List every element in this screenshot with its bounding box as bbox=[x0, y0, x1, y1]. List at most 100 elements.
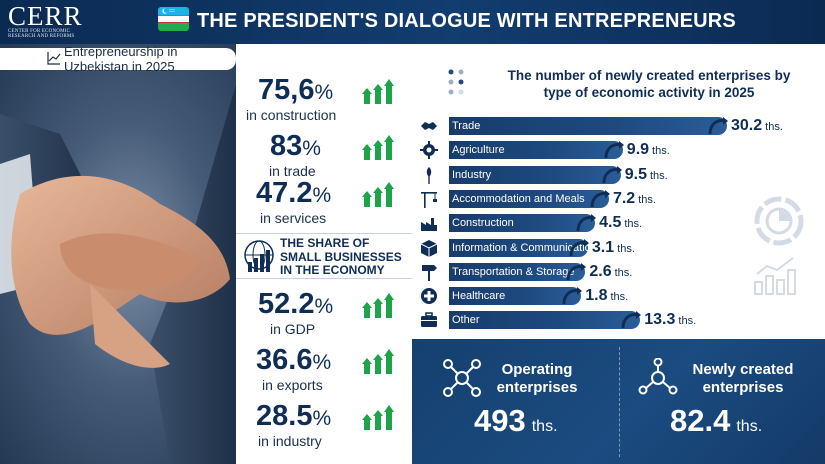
subtitle-text: Entrepreneurship in Uzbekistan in 2025 bbox=[64, 44, 178, 74]
bar-row: Other 13.3 ths. bbox=[412, 310, 825, 330]
bar bbox=[449, 141, 623, 160]
stat-services: 47.2% in services bbox=[236, 177, 412, 233]
curved-arrow-icon bbox=[604, 141, 624, 159]
stat-label: in GDP bbox=[270, 321, 316, 337]
wheat-icon bbox=[426, 166, 432, 184]
briefcase-icon bbox=[421, 312, 437, 328]
dots-icon bbox=[448, 69, 464, 95]
bar-row: Trade 30.2 ths. bbox=[412, 116, 825, 136]
growth-arrows-icon bbox=[362, 135, 394, 160]
bar-row: Accommodation and Meals 7.2 ths. bbox=[412, 189, 825, 209]
bar-category-label: Information & Communication bbox=[452, 241, 597, 254]
bar bbox=[449, 311, 641, 330]
share-title: THE SHARE OF SMALL BUSINESSES IN THE ECO… bbox=[280, 236, 402, 277]
bar-row: Transportation & Storage 2.6 ths. bbox=[412, 262, 825, 282]
bar-category-label: Trade bbox=[452, 120, 481, 132]
bar-row: Industry 9.5 ths. bbox=[412, 165, 825, 185]
bar-row: Healthcare 1.8 ths. bbox=[412, 286, 825, 306]
bar-category-label: Agriculture bbox=[452, 144, 505, 157]
factory-icon bbox=[421, 218, 437, 232]
bar-chart-globe-icon bbox=[244, 240, 274, 272]
bar-value-label: 2.6 ths. bbox=[589, 262, 633, 280]
stat-label: in trade bbox=[269, 163, 316, 179]
bar bbox=[449, 214, 596, 233]
new-value: 82.4 ths. bbox=[670, 403, 763, 438]
growth-arrows-icon bbox=[362, 79, 394, 104]
stat-value: 75,6% bbox=[258, 74, 334, 106]
chart-title: The number of newly created enterprises … bbox=[507, 68, 791, 100]
stat-value: 83% bbox=[270, 130, 321, 162]
curved-arrow-icon bbox=[562, 287, 583, 305]
curved-arrow-icon bbox=[708, 117, 728, 135]
growth-arrows-icon bbox=[362, 349, 394, 374]
network-icon bbox=[443, 359, 481, 397]
bar bbox=[449, 287, 582, 306]
cerr-logo: CERR CENTER FOR ECONOMIC RESEARCH AND RE… bbox=[8, 3, 108, 41]
chart-panel: The number of newly created enterprises … bbox=[412, 44, 825, 339]
stats-column: 75,6% in construction 83% in trade 47.2%… bbox=[236, 44, 412, 464]
medical-cross-icon bbox=[421, 288, 437, 305]
summary-panel: Operating enterprises 493 ths. Newly crea… bbox=[412, 339, 825, 464]
bar-category-label: Healthcare bbox=[452, 290, 506, 303]
stat-label: in services bbox=[260, 210, 327, 226]
bar-row: Information & Communication 3.1 ths. bbox=[412, 238, 825, 258]
bar-value-label: 1.8 ths. bbox=[585, 287, 629, 305]
curved-arrow-icon bbox=[621, 311, 642, 329]
curved-arrow-icon bbox=[576, 214, 597, 232]
operating-title: Operating enterprises bbox=[496, 361, 578, 396]
page-title: THE PRESIDENT'S DIALOGUE WITH ENTREPRENE… bbox=[197, 10, 736, 32]
handshake-photo bbox=[0, 44, 236, 464]
bar bbox=[449, 117, 727, 135]
bar bbox=[449, 165, 621, 184]
growth-arrows-icon bbox=[362, 293, 394, 318]
bar-category-label: Construction bbox=[452, 217, 514, 230]
stat-exports: 36.6% in exports bbox=[236, 344, 412, 400]
curved-arrow-icon bbox=[569, 238, 589, 256]
bar bbox=[449, 238, 588, 257]
handshake-icon bbox=[421, 122, 437, 130]
bar bbox=[449, 262, 586, 281]
bar-value-label: 13.3 ths. bbox=[644, 311, 697, 329]
bar-category-label: Industry bbox=[452, 168, 492, 181]
road-sign-icon bbox=[422, 264, 437, 281]
logo-text: CERR bbox=[8, 1, 83, 31]
bar-value-label: 9.9 ths. bbox=[626, 141, 670, 159]
bar-value-label: 4.5 ths. bbox=[599, 214, 643, 232]
bar bbox=[449, 189, 609, 208]
curved-arrow-icon bbox=[590, 189, 610, 207]
growth-chart-icon bbox=[754, 257, 796, 295]
bar-row: Construction 4.5 ths. bbox=[412, 213, 825, 233]
stat-label: in industry bbox=[258, 433, 322, 449]
stat-value: 47.2% bbox=[256, 177, 332, 209]
crane-icon bbox=[421, 191, 437, 208]
bar-category-label: Accommodation and Meals bbox=[452, 192, 585, 205]
stat-label: in exports bbox=[262, 377, 323, 393]
stat-value: 52.2% bbox=[258, 288, 334, 320]
bar-value-label: 30.2 ths. bbox=[731, 117, 783, 134]
summary-divider bbox=[619, 347, 620, 457]
bar-value-label: 7.2 ths. bbox=[612, 189, 656, 207]
chart-line-icon bbox=[47, 52, 61, 65]
small-business-share-heading: THE SHARE OF SMALL BUSINESSES IN THE ECO… bbox=[236, 233, 412, 279]
pie-chart-icon bbox=[754, 196, 804, 246]
stat-label: in construction bbox=[246, 107, 337, 123]
stat-value: 36.6% bbox=[256, 344, 332, 376]
bar-value-label: 3.1 ths. bbox=[591, 238, 635, 256]
stat-industry: 28.5% in industry bbox=[236, 400, 412, 456]
header-bar: CERR CENTER FOR ECONOMIC RESEARCH AND RE… bbox=[0, 0, 825, 44]
bar-value-label: 9.5 ths. bbox=[624, 165, 668, 183]
stat-trade: 83% in trade bbox=[236, 130, 412, 186]
stat-value: 28.5% bbox=[256, 400, 332, 432]
bar-row: Agriculture 9.9 ths. bbox=[412, 140, 825, 160]
growth-arrows-icon bbox=[362, 182, 394, 207]
stat-gdp: 52.2% in GDP bbox=[236, 288, 412, 344]
curved-arrow-icon bbox=[566, 262, 587, 280]
gear-icon bbox=[420, 141, 438, 160]
uzbekistan-flag-icon bbox=[158, 7, 189, 31]
box-icon bbox=[420, 239, 438, 257]
logo-subtext: CENTER FOR ECONOMIC RESEARCH AND REFORMS bbox=[8, 29, 75, 39]
network-icon bbox=[638, 358, 678, 395]
growth-arrows-icon bbox=[362, 405, 394, 430]
stat-construction: 75,6% in construction bbox=[236, 74, 412, 130]
bar-category-label: Transportation & Storage bbox=[452, 265, 575, 278]
